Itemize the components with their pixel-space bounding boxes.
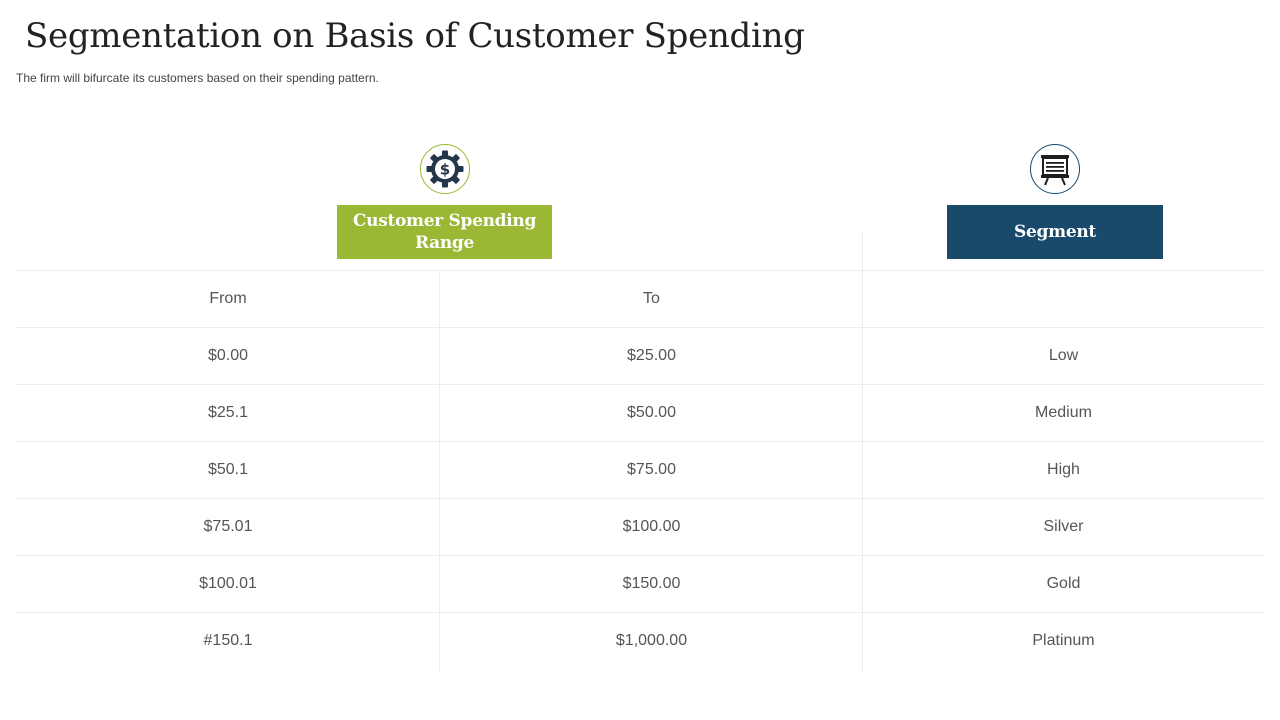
cell-to: $1,000.00	[615, 632, 688, 649]
page-title: Segmentation on Basis of Customer Spendi…	[25, 16, 805, 56]
header-segment: Segment	[947, 205, 1163, 259]
table-row: $25.1 $50.00 Medium	[16, 384, 1264, 441]
segmentation-table: From To $0.00 $25.00 Low $25.1 $50.00 Me…	[16, 270, 1264, 669]
cell-segment: Platinum	[1032, 632, 1095, 649]
cell-to: $50.00	[627, 404, 676, 421]
cell-segment: Medium	[1035, 404, 1092, 421]
cell-from: $75.01	[203, 518, 253, 535]
cell-to: $75.00	[627, 461, 676, 478]
table-row: $50.1 $75.00 High	[16, 441, 1264, 498]
cell-from: #150.1	[203, 632, 253, 649]
table-subheader-row: From To	[16, 270, 1264, 327]
column-divider	[862, 232, 863, 672]
svg-text:$: $	[440, 161, 450, 179]
cell-segment: Silver	[1043, 518, 1084, 535]
presentation-board-icon	[1030, 144, 1080, 194]
page-subtitle: The firm will bifurcate its customers ba…	[16, 71, 379, 85]
subheader-segment	[863, 271, 1264, 327]
cell-to: $25.00	[627, 347, 676, 364]
cell-from: $50.1	[207, 461, 249, 478]
cell-segment: Gold	[1046, 575, 1081, 592]
subheader-to: To	[643, 290, 660, 307]
cell-from: $25.1	[207, 404, 249, 421]
cell-segment: Low	[1048, 347, 1079, 364]
table-row: #150.1 $1,000.00 Platinum	[16, 612, 1264, 669]
cell-to: $100.00	[622, 518, 681, 535]
column-divider	[439, 270, 440, 672]
cell-segment: High	[1047, 461, 1080, 478]
table-row: $75.01 $100.00 Silver	[16, 498, 1264, 555]
table-row: $100.01 $150.00 Gold	[16, 555, 1264, 612]
cell-from: $0.00	[207, 347, 249, 364]
header-customer-spending-range: Customer Spending Range	[337, 205, 552, 259]
dollar-gear-icon: $	[420, 144, 470, 194]
table-row: $0.00 $25.00 Low	[16, 327, 1264, 384]
cell-to: $150.00	[622, 575, 681, 592]
subheader-from: From	[209, 290, 247, 307]
cell-from: $100.01	[199, 575, 257, 592]
